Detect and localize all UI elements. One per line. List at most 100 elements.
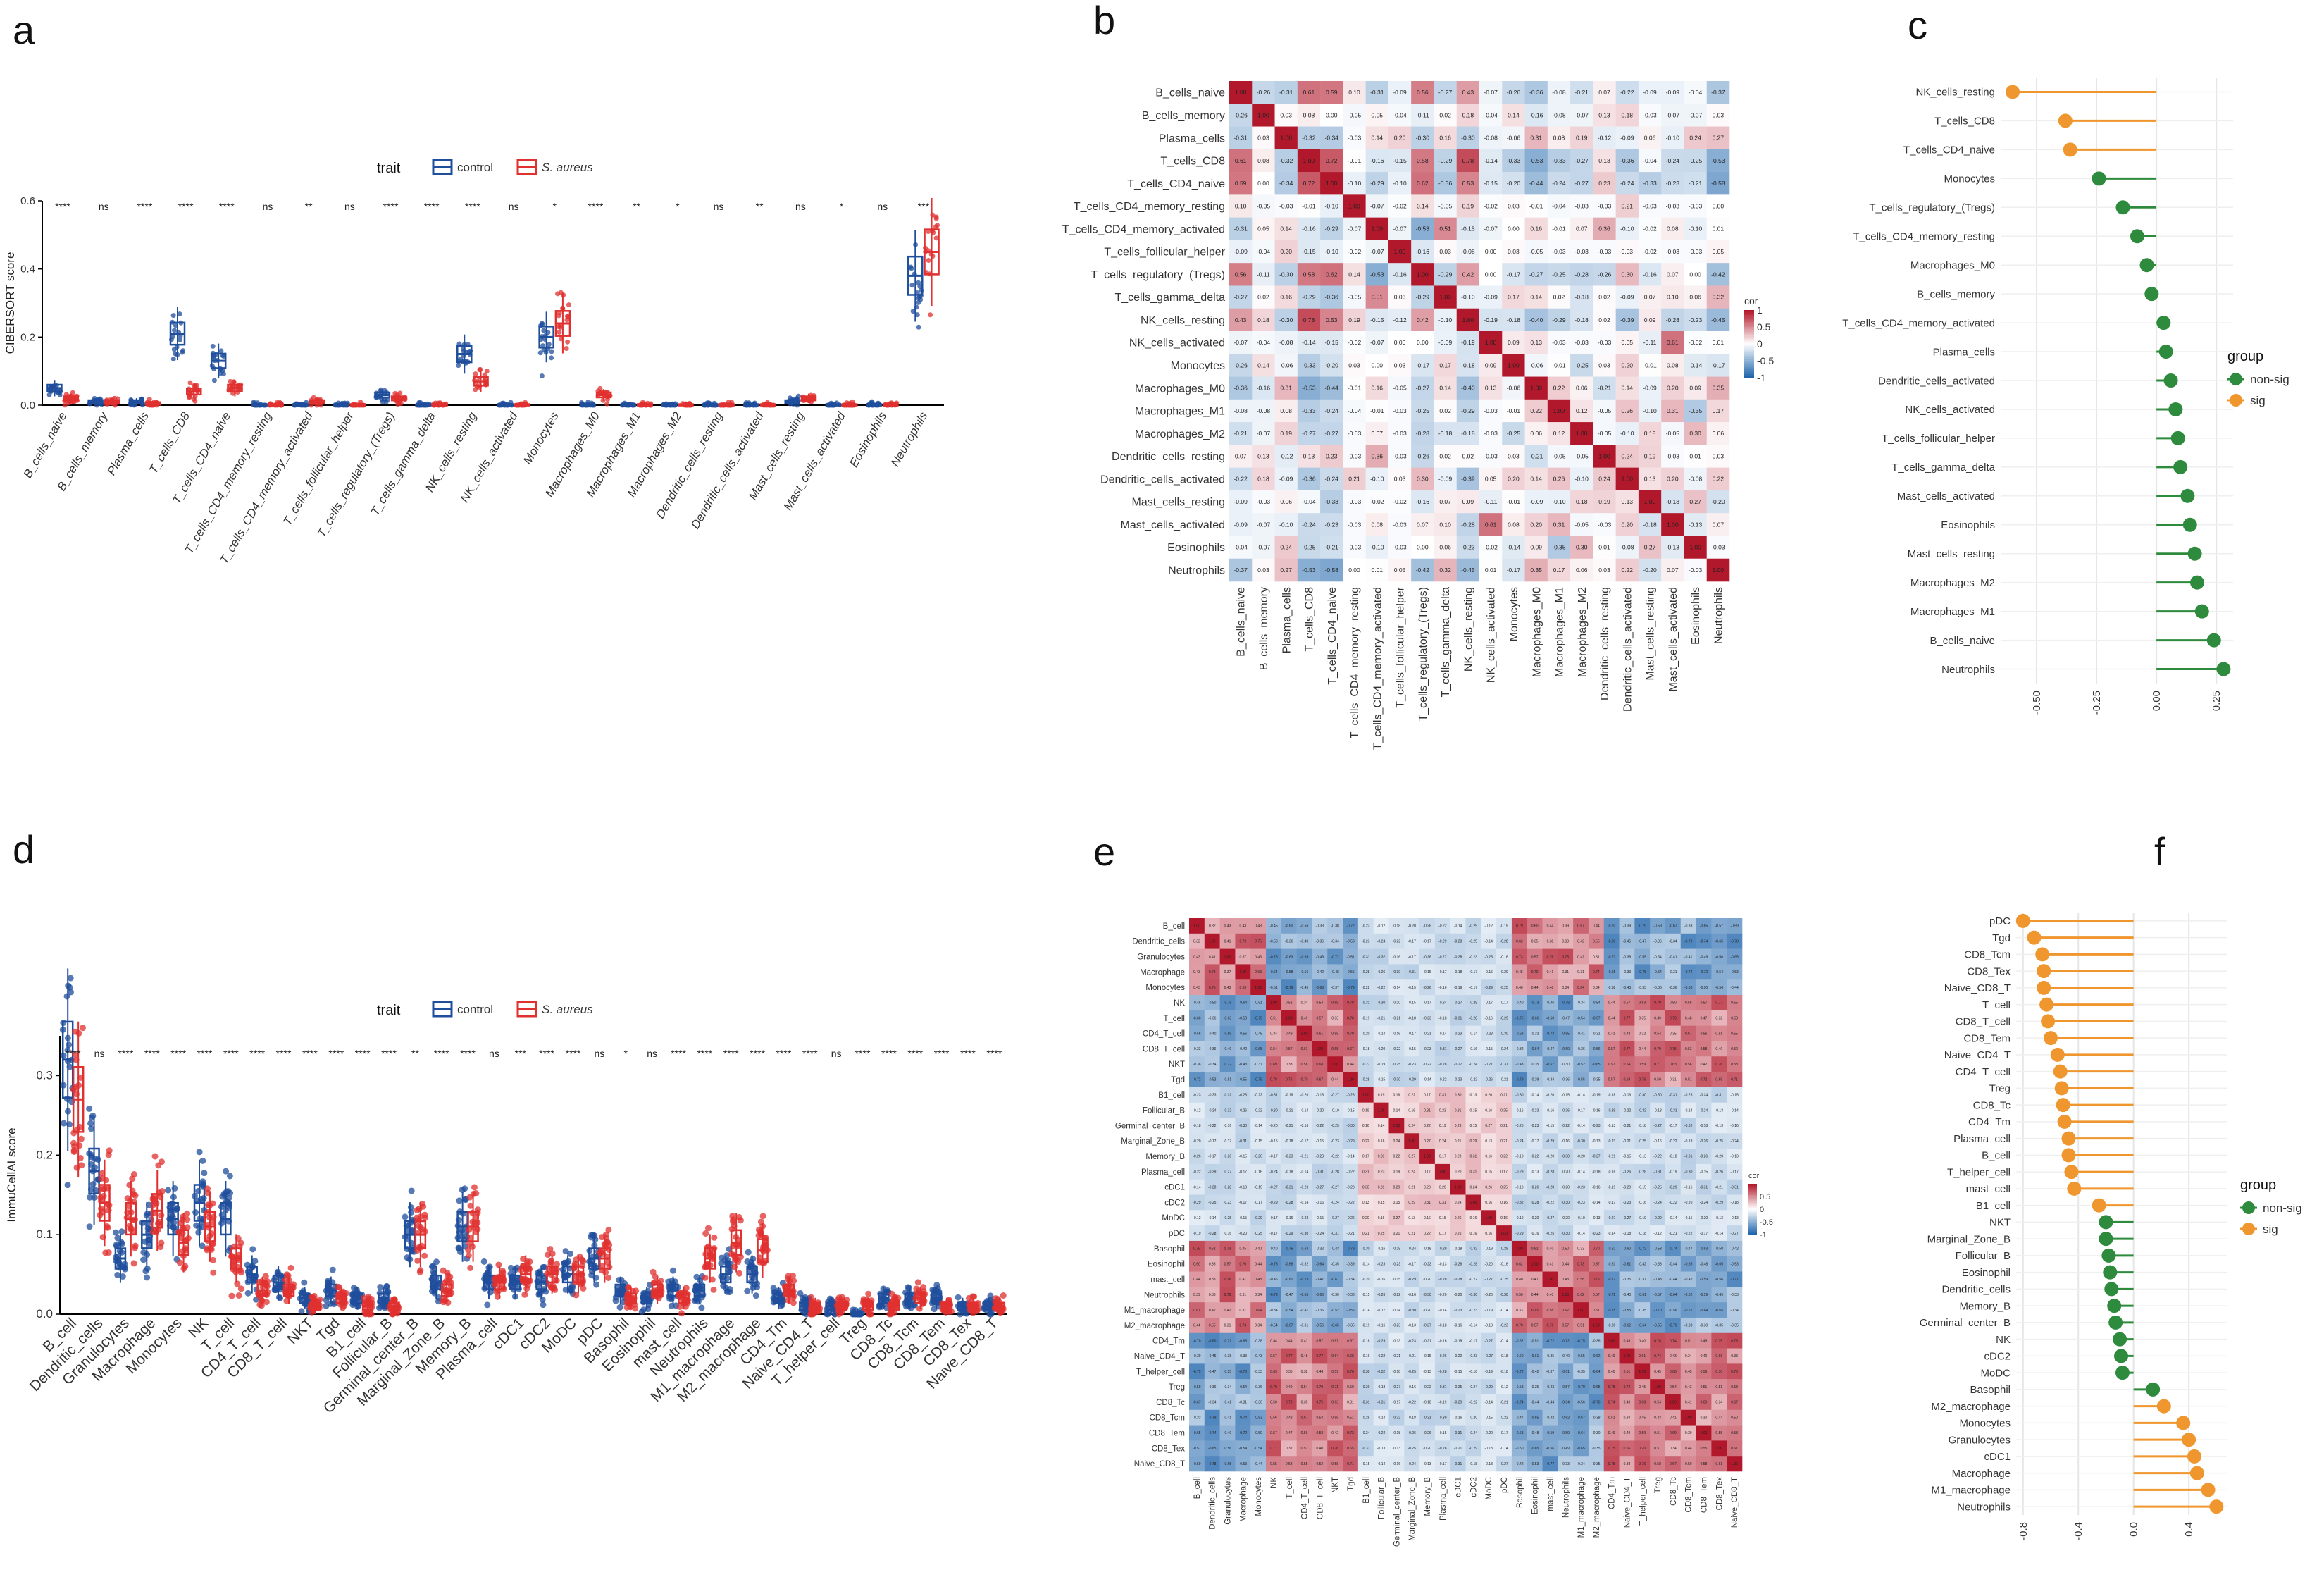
heatmap-cell-value: -0.23 xyxy=(1362,939,1370,944)
heatmap-cell-value: -0.53 xyxy=(1370,271,1384,278)
data-point xyxy=(473,371,478,376)
heatmap-cell-value: -0.72 xyxy=(1224,1063,1232,1067)
data-point xyxy=(171,313,176,318)
data-point xyxy=(797,1290,803,1297)
heatmap-cell-value: -0.19 xyxy=(1362,1016,1370,1020)
data-point xyxy=(732,1256,738,1263)
heatmap-col-label: T_cells_follicular_helper xyxy=(1395,586,1407,707)
heatmap-cell-value: -0.12 xyxy=(1393,316,1407,323)
heatmap-cell-value: 0.03 xyxy=(1713,111,1725,118)
heatmap-cell-value: -0.26 xyxy=(1234,361,1248,369)
heatmap-cell-value: -0.10 xyxy=(1620,225,1634,233)
significance-label: **** xyxy=(197,1048,213,1059)
heatmap-cell-value: -0.30 xyxy=(1500,1032,1508,1036)
heatmap-cell-value: -0.75 xyxy=(1515,1016,1524,1020)
heatmap-cell-value: -0.17 xyxy=(1423,1001,1431,1006)
significance-label: **** xyxy=(907,1048,923,1059)
heatmap-cell-value: -0.31 xyxy=(1269,1094,1278,1098)
panel-letter-b: b xyxy=(1093,0,1115,42)
data-point xyxy=(866,1311,872,1318)
y-tick-label: 0.4 xyxy=(20,264,35,276)
data-point xyxy=(187,395,192,400)
heatmap-cell-value: -0.56 xyxy=(1715,955,1724,959)
heatmap-cell-value: -0.27 xyxy=(1529,271,1543,278)
data-point xyxy=(212,378,217,383)
heatmap-cell-value: 0.22 xyxy=(1713,476,1725,483)
heatmap-cell-value: 0.32 xyxy=(1439,567,1451,574)
heatmap-row-label: Mast_cells_resting xyxy=(1132,497,1226,509)
heatmap-cell-value: 0.78 xyxy=(1562,955,1569,959)
heatmap-cell-value: -0.09 xyxy=(1279,476,1293,483)
panel-letter-e: e xyxy=(1093,829,1115,874)
heatmap-cell-value: 0.31 xyxy=(1455,1108,1462,1113)
heatmap-cell-value: 0.03 xyxy=(1394,294,1406,301)
heatmap-cell-value: 0.19 xyxy=(1378,1094,1385,1098)
heatmap-cell-value: -0.14 xyxy=(1454,924,1462,929)
data-point xyxy=(299,1308,305,1314)
heatmap-cell-value: 0.41 xyxy=(1547,970,1554,975)
heatmap-cell-value: 0.08 xyxy=(1303,111,1315,118)
heatmap-cell-value: -0.02 xyxy=(1689,339,1703,346)
heatmap-cell-value: -0.22 xyxy=(1362,986,1370,990)
y-tick-label: Macrophages_M0 xyxy=(1910,259,1995,271)
data-point xyxy=(172,328,177,333)
data-point xyxy=(61,1120,67,1127)
significance-label: *** xyxy=(918,201,930,212)
data-point xyxy=(172,347,177,352)
heatmap-cell-value: -0.04 xyxy=(1552,202,1566,209)
data-point xyxy=(736,1270,742,1277)
heatmap-cell-value: 0.51 xyxy=(1715,1032,1722,1036)
heatmap-cell-value: 0.43 xyxy=(1255,924,1262,929)
heatmap-cell-value: 0.27 xyxy=(1644,544,1656,551)
heatmap-cell-value: 0.06 xyxy=(1576,567,1588,574)
heatmap-cell-value: -0.16 xyxy=(1643,271,1657,278)
heatmap-cell-value: 0.64 xyxy=(1624,1063,1631,1067)
heatmap-cell-value: 0.08 xyxy=(1667,225,1679,233)
heatmap-cell-value: -0.09 xyxy=(1393,89,1407,96)
heatmap-cell-value: -0.29 xyxy=(1500,1016,1508,1020)
heatmap-cell-value: 0.00 xyxy=(1417,544,1429,551)
heatmap-cell-value: -0.16 xyxy=(1416,248,1430,255)
data-point xyxy=(158,1239,164,1246)
heatmap-cell-value: 0.41 xyxy=(1608,1032,1615,1036)
heatmap-cell-value: -0.55 xyxy=(1346,970,1355,975)
heatmap-col-label: Mast_cells_activated xyxy=(1667,587,1679,692)
data-point xyxy=(402,1213,408,1220)
heatmap-cell-value: -0.19 xyxy=(1461,339,1475,346)
data-point xyxy=(264,1278,271,1285)
data-point xyxy=(171,357,176,361)
y-tick-label: T_cells_gamma_delta xyxy=(1891,462,1995,474)
heatmap-cell-value: -0.32 xyxy=(1279,157,1293,164)
heatmap-cell-value: -0.08 xyxy=(1279,339,1293,346)
x-tick-label: -0.50 xyxy=(2031,691,2043,715)
heatmap-cell-value: 1.00 xyxy=(1235,89,1247,96)
heatmap-col-label: T_cells_CD4_memory_activated xyxy=(1372,587,1384,750)
heatmap-cell-value: 0.30 xyxy=(1576,544,1588,551)
heatmap-cell-value: -0.29 xyxy=(1608,1108,1616,1113)
significance-label: ns xyxy=(94,1048,105,1059)
y-tick-label: Mast_cells_activated xyxy=(1897,490,1995,502)
heatmap-cell-value: -0.70 xyxy=(1608,924,1616,929)
heatmap-cell-value: -0.79 xyxy=(1254,1078,1262,1082)
data-point xyxy=(368,1296,375,1302)
data-point xyxy=(540,1301,546,1308)
heatmap-cell-value: -0.78 xyxy=(1639,970,1647,975)
heatmap-cell-value: -0.43 xyxy=(1623,986,1632,990)
y-tick-label: NK_cells_activated xyxy=(1905,404,1995,416)
heatmap-cell-value: 0.73 xyxy=(1209,970,1216,975)
significance-label: **** xyxy=(588,201,604,212)
heatmap-cell-value: 0.19 xyxy=(1576,135,1588,142)
heatmap-cell-value: -0.10 xyxy=(1575,476,1589,483)
significance-label: **** xyxy=(539,1048,554,1059)
heatmap-cell-value: 0.30 xyxy=(1455,1094,1462,1098)
heatmap-cell-value: -0.33 xyxy=(1302,407,1316,414)
heatmap-cell-value: -0.79 xyxy=(1639,924,1647,929)
heatmap-cell-value: 0.73 xyxy=(1239,939,1246,944)
heatmap-cell-value: 0.26 xyxy=(1553,476,1565,483)
data-point xyxy=(566,302,571,307)
heatmap-cell-value: 0.18 xyxy=(1576,498,1588,505)
heatmap-cell-value: 0.78 xyxy=(1347,1001,1354,1006)
heatmap-cell-value: -0.31 xyxy=(1500,1063,1508,1067)
heatmap-cell-value: -0.42 xyxy=(1711,271,1725,278)
data-point xyxy=(484,1301,490,1308)
